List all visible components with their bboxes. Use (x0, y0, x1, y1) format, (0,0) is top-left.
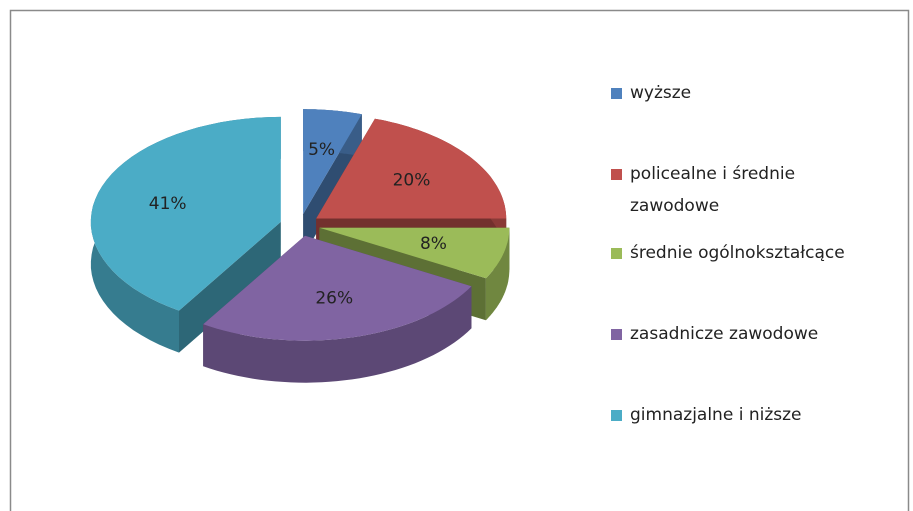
legend-label: gimnazjalne i niższe (630, 405, 801, 425)
slice-top (303, 109, 362, 215)
legend-label: zasadnicze zawodowe (630, 324, 818, 344)
slice (203, 235, 472, 383)
slice-top (316, 118, 507, 219)
slice-side (179, 221, 281, 353)
legend-swatch (611, 329, 622, 340)
legend-label: średnie ogólnokształcące (630, 243, 845, 263)
slice-top (203, 235, 472, 341)
legend-swatch (611, 88, 622, 99)
slice-wall (485, 227, 510, 321)
slice-wall (203, 286, 472, 383)
legend-label: wyższe (630, 83, 691, 103)
slice-top (319, 227, 510, 279)
data-label: 26% (315, 289, 353, 309)
data-label: 20% (393, 170, 431, 190)
legend-swatch (611, 248, 622, 259)
data-label: 5% (308, 140, 335, 160)
legend-label: policealne i średnie zawodowe (630, 164, 800, 216)
legend-swatch (611, 410, 622, 421)
slice-top (90, 116, 281, 311)
legend-swatch (611, 169, 622, 180)
data-label: 41% (149, 194, 187, 214)
data-label: 8% (420, 234, 447, 254)
chart-frame (9, 9, 910, 511)
slice (90, 116, 281, 353)
